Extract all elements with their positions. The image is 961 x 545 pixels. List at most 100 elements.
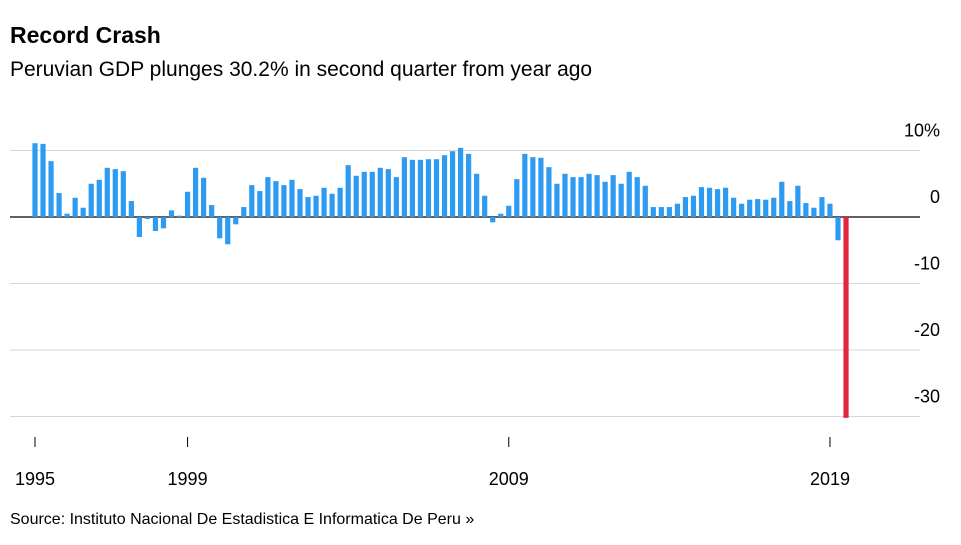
y-tick-label: -10 <box>914 254 940 274</box>
bar <box>650 207 656 218</box>
bar <box>96 179 102 218</box>
bar <box>642 185 648 218</box>
bar <box>393 177 399 218</box>
bar <box>482 195 488 218</box>
chart-subtitle: Peruvian GDP plunges 30.2% in second qua… <box>10 58 592 81</box>
bar <box>201 177 207 218</box>
bar <box>72 197 78 218</box>
bar <box>666 207 672 218</box>
source: Source: Instituto Nacional De Estadistic… <box>10 511 474 528</box>
bar <box>498 213 504 218</box>
bar <box>120 171 126 218</box>
bar <box>337 187 343 218</box>
y-tick-label: -20 <box>914 320 940 340</box>
x-tick-label: 1999 <box>168 469 208 489</box>
bar <box>546 167 552 218</box>
bar <box>538 157 544 218</box>
bar <box>184 191 191 218</box>
chart-title: Record Crash <box>10 22 161 48</box>
bar <box>779 181 785 218</box>
bar <box>417 159 424 218</box>
bar <box>168 210 175 218</box>
bar <box>457 147 464 218</box>
bar <box>32 143 38 218</box>
x-tick-label: 1995 <box>15 469 55 489</box>
bar <box>634 177 640 218</box>
bar <box>281 185 287 218</box>
bar <box>176 215 183 218</box>
bar <box>449 151 456 218</box>
bar <box>329 193 335 218</box>
y-tick-label: -30 <box>914 387 940 407</box>
bar <box>578 177 584 218</box>
bar <box>209 205 215 218</box>
bar <box>345 165 351 218</box>
bar <box>843 217 849 418</box>
bar <box>409 159 416 218</box>
bar <box>506 205 512 218</box>
bar <box>466 153 472 218</box>
bar <box>193 167 199 218</box>
bar <box>731 197 737 218</box>
bar <box>722 187 729 218</box>
bar <box>353 175 359 218</box>
bar <box>682 197 689 218</box>
bar <box>514 179 520 218</box>
bar <box>795 185 801 218</box>
bar <box>835 217 841 241</box>
bar <box>771 197 777 218</box>
bar <box>233 217 239 225</box>
y-tick-label: 10% <box>904 121 940 141</box>
bar <box>265 177 271 218</box>
bar <box>321 187 327 218</box>
bar <box>56 193 62 218</box>
bar <box>160 217 167 229</box>
bar <box>64 213 70 218</box>
bar <box>249 185 255 218</box>
bar <box>128 201 134 218</box>
bar <box>48 161 54 218</box>
bar <box>827 203 833 218</box>
bar <box>257 191 263 218</box>
bar <box>698 187 705 218</box>
bar <box>401 157 407 218</box>
x-tick-label: 2019 <box>810 469 850 489</box>
bar <box>747 199 753 218</box>
bar <box>626 171 632 218</box>
bar <box>241 207 247 218</box>
bar <box>377 167 383 218</box>
bar <box>305 197 311 218</box>
y-tick-label: 0 <box>930 187 940 207</box>
bar <box>136 217 142 237</box>
bar <box>289 179 295 218</box>
bar <box>361 171 367 218</box>
bar <box>690 195 697 218</box>
bar <box>385 169 391 218</box>
bar <box>474 173 480 218</box>
bar <box>674 203 680 218</box>
bar <box>562 173 568 218</box>
bar <box>522 153 528 218</box>
bar <box>433 159 440 218</box>
bar <box>313 195 319 218</box>
bar <box>144 217 151 220</box>
bar <box>152 217 159 231</box>
bar <box>787 201 793 218</box>
bar <box>714 189 721 218</box>
bar <box>554 183 560 218</box>
bar <box>706 187 713 218</box>
bar <box>570 177 576 218</box>
bar <box>811 207 817 218</box>
bar <box>297 189 303 218</box>
bar <box>217 217 223 239</box>
bar <box>40 143 46 218</box>
bar <box>610 175 616 218</box>
bar <box>88 183 94 218</box>
bar <box>594 175 600 218</box>
bar <box>369 171 375 218</box>
bar <box>739 203 745 218</box>
bar <box>755 199 761 218</box>
bar <box>803 203 809 218</box>
bar <box>530 157 536 218</box>
